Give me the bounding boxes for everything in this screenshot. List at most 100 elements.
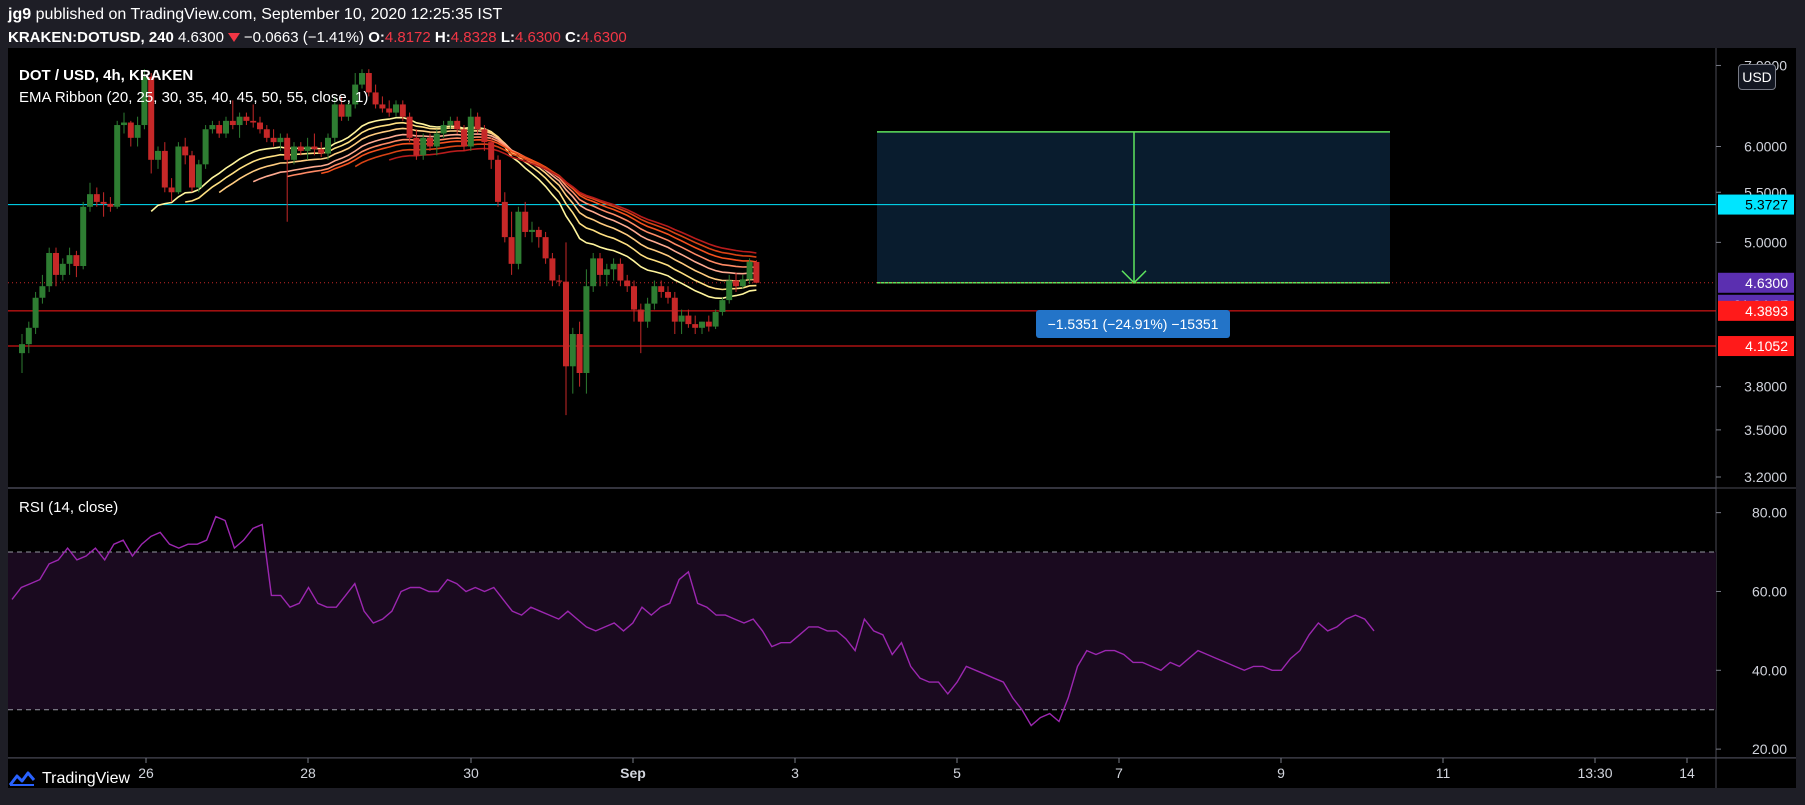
candle-body bbox=[637, 309, 644, 322]
candle-body bbox=[665, 291, 671, 298]
close-value: 4.6300 bbox=[580, 29, 627, 46]
candle-body bbox=[66, 255, 73, 264]
candle-body bbox=[284, 137, 291, 160]
candle-body bbox=[413, 137, 420, 156]
candle-body bbox=[658, 286, 665, 292]
candle-body bbox=[610, 263, 617, 270]
brand-name: TradingView bbox=[42, 770, 131, 787]
high-label: H: bbox=[434, 29, 451, 46]
rsi-band bbox=[8, 552, 1716, 710]
down-arrow-icon bbox=[227, 33, 240, 42]
rsi-tick-label: 20.00 bbox=[1752, 741, 1787, 757]
time-tick-label: 3 bbox=[791, 765, 799, 781]
candles-group bbox=[19, 69, 760, 416]
candle-body bbox=[270, 137, 277, 143]
candle-body bbox=[93, 194, 100, 202]
candle-body bbox=[420, 137, 427, 156]
level-tag-red-2-bg bbox=[1718, 336, 1794, 357]
last-price-tag: 4.6300 bbox=[1745, 275, 1788, 291]
rsi-legend[interactable]: RSI (14, close) bbox=[19, 499, 119, 516]
candle-body bbox=[644, 303, 651, 322]
candle-body bbox=[236, 116, 243, 126]
candle-body bbox=[576, 334, 583, 373]
ema-line-35 bbox=[252, 133, 757, 275]
candle-body bbox=[87, 194, 93, 207]
candle-body bbox=[433, 133, 440, 147]
price-tick-label: 6.0000 bbox=[1744, 139, 1787, 155]
candle-body bbox=[345, 104, 352, 117]
time-tick-label: 9 bbox=[1277, 765, 1285, 781]
symbol-header: KRAKEN:DOTUSD, 240 4.6300 −0.0663 (−1.41%… bbox=[8, 29, 627, 46]
rsi-line bbox=[11, 515, 1375, 727]
candle-body bbox=[699, 321, 705, 328]
publisher-name[interactable]: jg9 bbox=[8, 6, 32, 23]
price-tick-label: 5.0000 bbox=[1744, 234, 1787, 250]
ema-line-20 bbox=[150, 116, 757, 300]
candle-body bbox=[474, 116, 481, 130]
time-tick-label: 26 bbox=[138, 765, 154, 781]
rsi-tick-label: 60.00 bbox=[1752, 583, 1787, 599]
candle-body bbox=[202, 129, 209, 165]
publish-header: jg9 published on TradingView.com, Septem… bbox=[8, 6, 502, 24]
ema-line-30 bbox=[218, 127, 757, 282]
candle-body bbox=[372, 92, 379, 105]
candle-body bbox=[631, 286, 637, 310]
candle-body bbox=[250, 120, 257, 123]
candle-body bbox=[53, 252, 59, 275]
rsi-tick-label: 80.00 bbox=[1752, 505, 1787, 521]
candle-body bbox=[277, 137, 284, 143]
candle-body bbox=[508, 237, 515, 264]
candle-body bbox=[25, 327, 32, 345]
last-price-tag-bg bbox=[1718, 272, 1794, 293]
candle-body bbox=[671, 297, 678, 322]
candle-body bbox=[359, 73, 365, 85]
level-tag-cyan-bg bbox=[1718, 194, 1794, 215]
ema-line-45 bbox=[321, 138, 757, 263]
candle-body bbox=[39, 286, 46, 298]
tradingview-logo-icon bbox=[8, 771, 36, 786]
measure-label: −1.5351 (−24.91%) −15351 bbox=[1048, 316, 1219, 332]
footer-brand[interactable]: TradingView bbox=[8, 770, 130, 788]
candle-body bbox=[535, 229, 542, 238]
candle-body bbox=[257, 122, 263, 130]
candle-body bbox=[522, 211, 529, 232]
time-axis-bg bbox=[8, 758, 1796, 788]
candle-body bbox=[712, 311, 719, 327]
candle-body bbox=[121, 122, 127, 126]
candle-body bbox=[597, 258, 603, 275]
candle-body bbox=[529, 229, 535, 232]
candle-body bbox=[331, 104, 338, 138]
candle-body bbox=[440, 125, 447, 134]
ema-ribbon-legend[interactable]: EMA Ribbon (20, 25, 30, 35, 40, 45, 50, … bbox=[19, 89, 369, 106]
price-tick-label: 3.8000 bbox=[1744, 379, 1787, 395]
candle-body bbox=[393, 104, 399, 113]
level-tag-red-1-bg bbox=[1718, 300, 1794, 321]
candle-body bbox=[304, 146, 311, 151]
candle-body bbox=[406, 116, 413, 138]
ema-line-55 bbox=[388, 147, 757, 254]
candle-body bbox=[161, 150, 168, 188]
candle-body bbox=[651, 286, 658, 304]
candle-body bbox=[100, 201, 107, 204]
candle-body bbox=[46, 252, 53, 287]
candle-body bbox=[291, 146, 297, 160]
low-label: L: bbox=[500, 29, 515, 46]
candle-body bbox=[352, 84, 359, 105]
time-tick-label: 5 bbox=[953, 765, 961, 781]
candle-body bbox=[515, 211, 522, 264]
candle-body bbox=[127, 122, 134, 138]
candle-body bbox=[556, 280, 563, 282]
chart-legend-title[interactable]: DOT / USD, 4h, KRAKEN bbox=[19, 67, 194, 84]
candle-body bbox=[134, 125, 141, 138]
candle-body bbox=[454, 120, 461, 130]
candle-body bbox=[318, 149, 325, 154]
candle-body bbox=[739, 279, 746, 287]
candle-body bbox=[583, 286, 590, 373]
candle-body bbox=[692, 324, 699, 328]
candle-body bbox=[719, 300, 726, 312]
candle-body bbox=[753, 261, 760, 283]
candle-body bbox=[399, 104, 406, 117]
candle-body bbox=[365, 73, 372, 93]
currency-button[interactable]: USD bbox=[1738, 64, 1776, 90]
